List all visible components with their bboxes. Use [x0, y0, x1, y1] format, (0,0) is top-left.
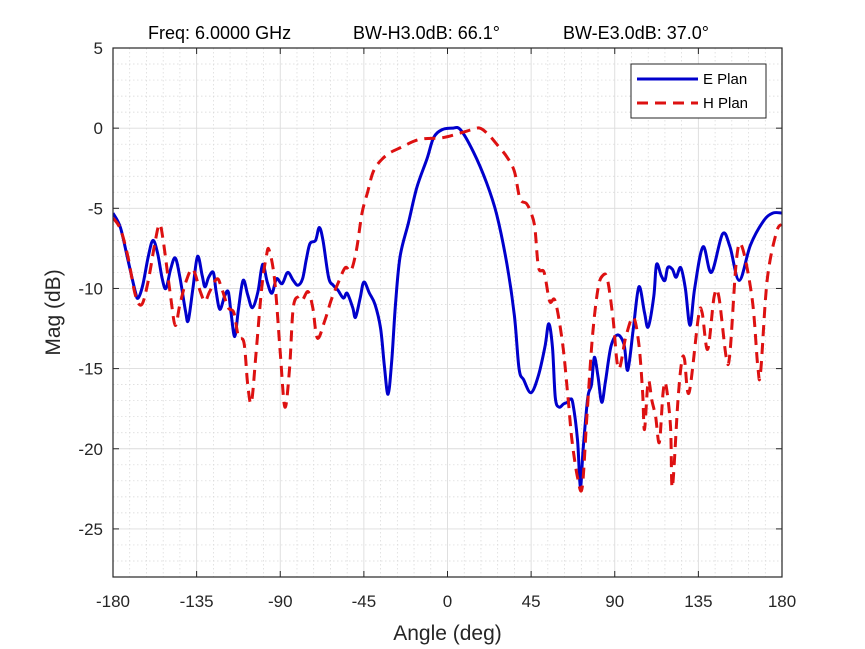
legend-label-e-plan: E Plan — [703, 71, 747, 88]
x-tick-label: -45 — [352, 592, 377, 611]
y-tick-labels: 5 0 -5 -10 -15 -20 -25 — [78, 39, 103, 539]
x-tick-label: 45 — [522, 592, 541, 611]
y-tick-label: -15 — [78, 360, 103, 379]
x-tick-label: -90 — [268, 592, 293, 611]
x-tick-label: 180 — [768, 592, 796, 611]
series-group — [113, 125, 782, 493]
x-tick-label: 135 — [684, 592, 712, 611]
x-tick-label: -135 — [180, 592, 214, 611]
x-axis-label: Angle (deg) — [393, 622, 502, 645]
y-axis-label: Mag (dB) — [42, 269, 65, 355]
chart-title: Freq: 6.0000 GHz BW-H3.0dB: 66.1° BW-E3.… — [148, 23, 709, 43]
y-tick-label: 0 — [94, 119, 103, 138]
legend: E Plan H Plan — [630, 63, 767, 119]
y-tick-label: -20 — [78, 440, 103, 459]
y-tick-label: 5 — [94, 39, 103, 58]
x-tick-label: -180 — [96, 592, 130, 611]
title-bw-h: BW-H3.0dB: 66.1° — [353, 23, 500, 43]
series-line-h-plan — [113, 126, 782, 493]
title-bw-e: BW-E3.0dB: 37.0° — [563, 23, 709, 43]
legend-label-h-plan: H Plan — [703, 95, 748, 112]
x-tick-label: 90 — [605, 592, 624, 611]
x-tick-labels: -180 -135 -90 -45 0 45 90 135 180 — [96, 592, 796, 611]
legend-box — [630, 63, 767, 119]
title-freq: Freq: 6.0000 GHz — [148, 23, 291, 43]
x-tick-label: 0 — [443, 592, 452, 611]
y-tick-label: -10 — [78, 279, 103, 298]
axis-ticks — [112, 47, 783, 577]
y-tick-label: -5 — [88, 199, 103, 218]
series-line-e-plan — [113, 125, 782, 489]
y-tick-label: -25 — [78, 520, 103, 539]
